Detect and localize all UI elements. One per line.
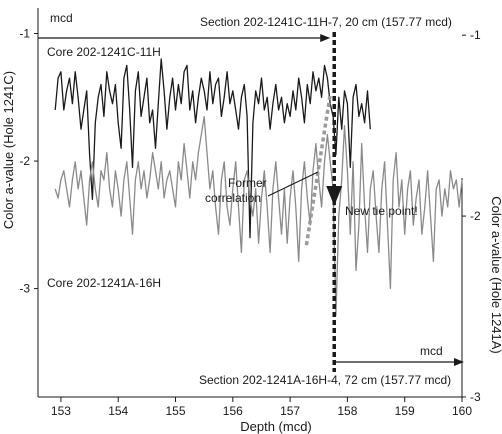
section-bottom-label: Section 202-1241A-16H-4, 72 cm (157.77 m… [199, 373, 451, 387]
x-tick-label: 157 [280, 404, 300, 418]
former-correlation-line [304, 95, 332, 249]
tie-point-arrowhead [326, 186, 343, 206]
x-tick-label: 159 [395, 404, 415, 418]
right-tick-label: -1 [470, 28, 481, 42]
former-correlation-leader [267, 171, 319, 197]
series-line-core-1241c-11h [54, 58, 371, 239]
series-label-c: Core 202-1241C-11H [47, 45, 161, 59]
former-correlation-line2: correlation [205, 191, 261, 205]
x-tick-label: 154 [108, 404, 128, 418]
x-tick-label: 156 [223, 404, 243, 418]
mcd-top-label: mcd [50, 11, 73, 25]
left-tick-label: -3 [19, 282, 30, 296]
mcd-top-arrowhead [320, 34, 331, 42]
x-axis-label: Depth (mcd) [240, 419, 312, 434]
y-axis-label-right: Color a-value (Hole 1241A) [489, 196, 502, 354]
x-tick-label: 160 [452, 404, 472, 418]
series-line-core-1241a-16h [54, 115, 463, 317]
new-tie-point-label: New tie point! [345, 204, 418, 218]
x-tick-label: 153 [51, 404, 71, 418]
series-label-a: Core 202-1241A-16H [47, 276, 161, 290]
x-tick-label: 155 [165, 404, 185, 418]
right-tick-label: -2 [470, 209, 481, 223]
former-correlation-line1: Former [228, 176, 267, 190]
mcd-bottom-arrowhead [454, 358, 464, 366]
plot-area: 153 154 155 156 157 158 159 160 -1 -2 -3 -1 -2 -3 [19, 8, 481, 418]
mcd-bottom-label: mcd [420, 344, 443, 358]
right-tick-label: -3 [470, 390, 481, 404]
section-top-label: Section 202-1241C-11H-7, 20 cm (157.77 m… [200, 15, 452, 29]
left-tick-label: -2 [19, 154, 30, 168]
left-tick-label: -1 [19, 27, 30, 41]
x-tick-label: 158 [337, 404, 357, 418]
y-axis-label-left: Color a-value (Hole 1241C) [1, 71, 16, 229]
